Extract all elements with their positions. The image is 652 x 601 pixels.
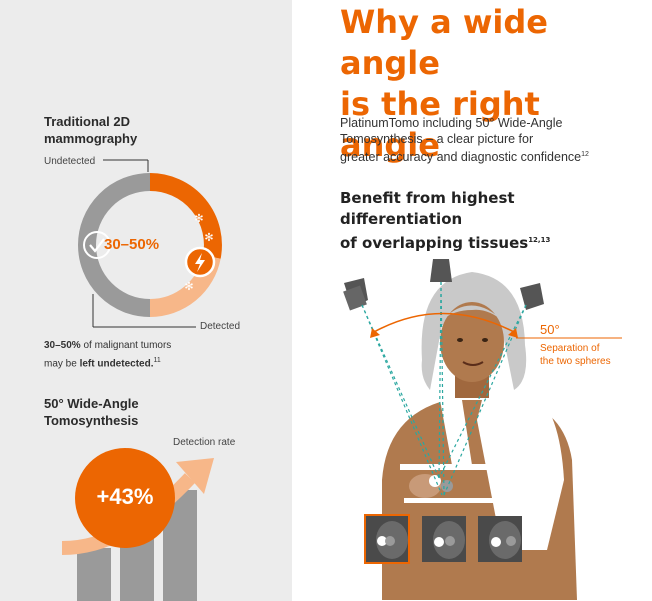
intro-line1: PlatinumTomo including 50° Wide-Angle [340, 116, 563, 130]
xray-tube-left-body [343, 285, 367, 311]
ring-value: 30–50% [104, 236, 160, 253]
section2-title-line1: 50° Wide-Angle [44, 396, 139, 411]
intro-text: PlatinumTomo including 50° Wide-Angle To… [340, 115, 630, 165]
snowflake-icon: ✻ [194, 212, 203, 225]
note-bold-2: left undetected. [79, 358, 154, 370]
section1-title-line1: Traditional 2D [44, 114, 130, 129]
section1-note: 30–50% of malignant tumors may be left u… [44, 338, 284, 371]
xray-tube-center [430, 259, 452, 282]
detection-donut: ✻ ✻ ✻ [78, 173, 222, 317]
patient-mouth [462, 361, 484, 366]
left-graphics: ✻ ✻ ✻ [61, 159, 222, 601]
angle-desc-line2: the two spheres [540, 356, 611, 367]
check-mark-icon [89, 238, 105, 253]
section2-title-line2: Tomosynthesis [44, 413, 139, 428]
increase-circle [75, 448, 175, 548]
angle-arrow-left [370, 328, 380, 338]
patient-eye-right [482, 338, 488, 342]
patient-garment [477, 390, 564, 550]
angle-arc [373, 312, 515, 333]
projection-thumbnail [422, 516, 466, 562]
title-line1: Why a wide angle [340, 3, 548, 82]
bar-1 [77, 548, 111, 601]
benefit-line1: Benefit from highest differentiation [340, 189, 515, 228]
note-sup: 11 [153, 357, 161, 364]
section1-title-line2: mammography [44, 131, 138, 146]
snowflake-icon: ✻ [204, 231, 213, 244]
compression-paddle [404, 498, 504, 503]
detection-rate-label: Detection rate [173, 437, 236, 448]
benefit-line2: of overlapping tissues [340, 234, 529, 252]
section1-title: Traditional 2D mammography [44, 113, 137, 147]
beam-right-b [443, 304, 527, 496]
beam-center-a [438, 281, 442, 479]
intro-sup: 12 [581, 151, 589, 158]
angle-desc-line1: Separation of [540, 343, 600, 354]
angle-value: 50° [540, 322, 560, 337]
sphere-gray [441, 480, 453, 492]
donut-undetected-segment [78, 173, 151, 317]
increase-bars [61, 448, 214, 601]
angle-arrow-right [508, 328, 518, 338]
check-circle-icon [83, 231, 111, 259]
note-text-2: may be [44, 358, 80, 370]
beam-left-b [361, 304, 443, 496]
patient-face [440, 302, 504, 382]
section2-title: 50° Wide-Angle Tomosynthesis [44, 395, 139, 429]
page-title: Why a wide angle is the right angle [340, 2, 650, 166]
title-line2: is the right angle [340, 85, 540, 164]
note-bold-1: 30–50% [44, 340, 81, 351]
angle-description: Separation of the two spheres [540, 342, 611, 368]
xray-tube-right [520, 283, 544, 310]
arrow-head [176, 458, 214, 494]
projection-thumbnail [478, 516, 522, 562]
benefit-sup: 12,13 [528, 236, 551, 244]
intro-line3: greater accuracy and diagnostic confiden… [340, 150, 582, 165]
patient-fringe [442, 305, 504, 322]
benefit-heading: Benefit from highest differentiation of … [340, 188, 640, 254]
detected-label: Detected [200, 321, 241, 332]
increase-value: +43% [96, 484, 154, 509]
donut-malignant-segment [149, 173, 222, 259]
snowflake-icon: ✻ [184, 280, 193, 293]
intro-line2: Tomosynthesis – a clear picture for [340, 132, 534, 146]
undetected-label: Undetected [44, 156, 96, 167]
patient-eye-left [457, 338, 463, 342]
lightning-icon [195, 253, 205, 272]
patient-hair [421, 272, 527, 390]
note-text-1: of malignant tumors [80, 340, 172, 351]
projection-thumbnails [364, 514, 522, 564]
projection-thumbnail [364, 514, 410, 564]
